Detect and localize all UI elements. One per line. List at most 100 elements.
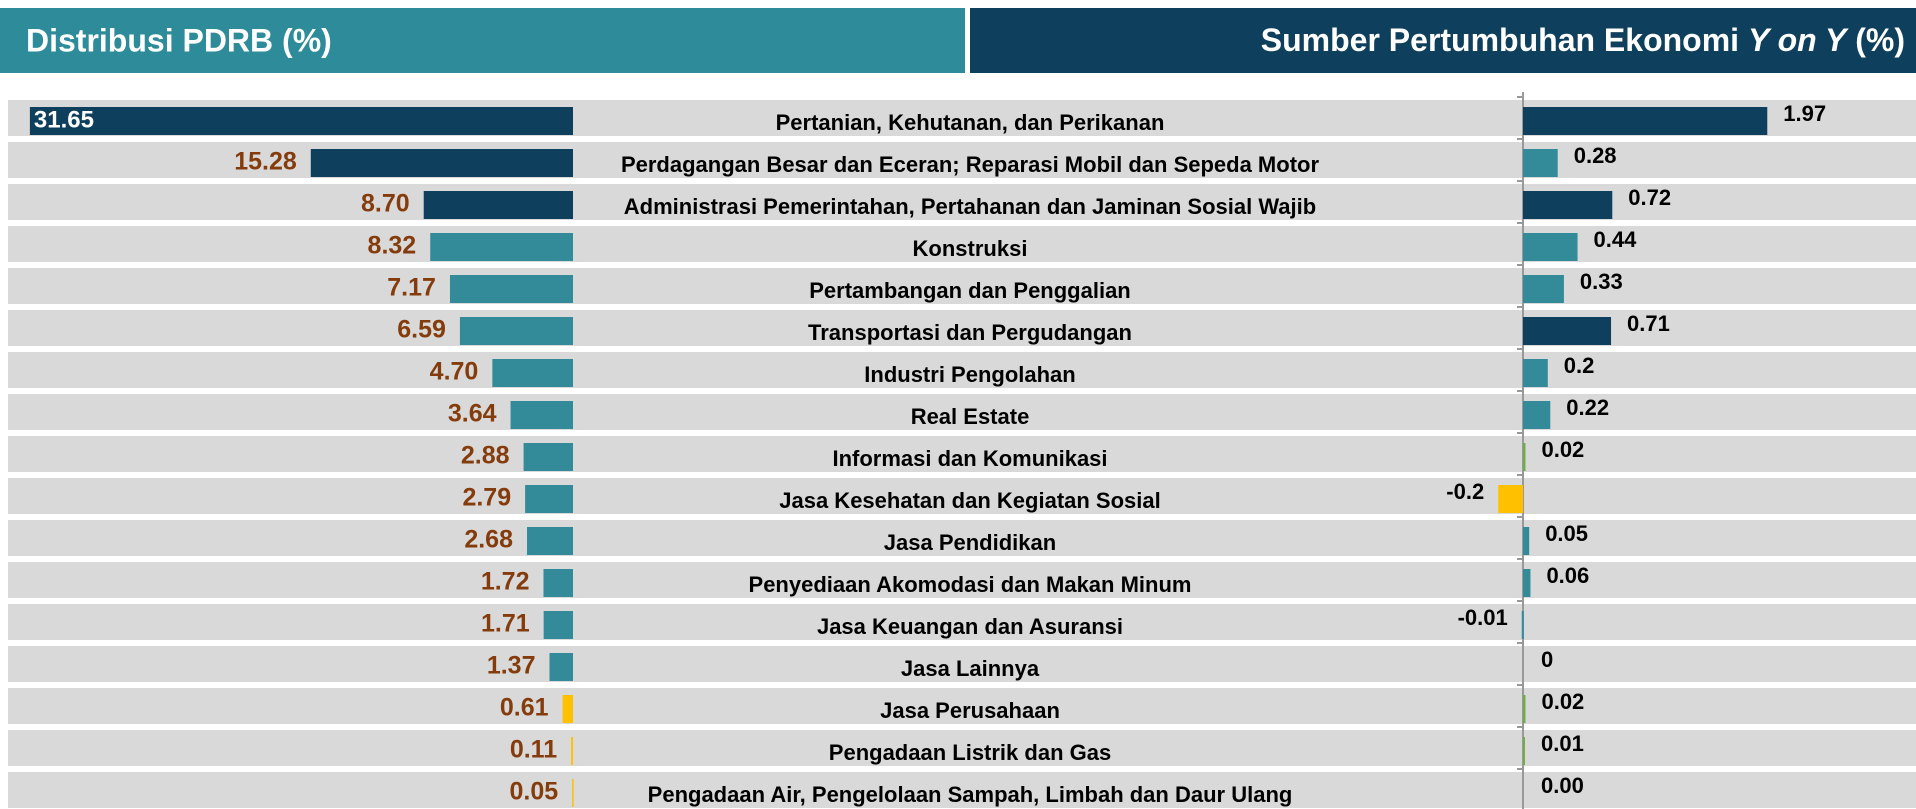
category-label: Pengadaan Listrik dan Gas xyxy=(829,740,1111,765)
right-header xyxy=(970,8,1916,73)
category-label: Informasi dan Komunikasi xyxy=(832,446,1107,471)
bar xyxy=(1523,737,1525,765)
category-label: Jasa Perusahaan xyxy=(880,698,1060,723)
bar xyxy=(430,233,573,261)
row-band xyxy=(8,226,1916,262)
value-label: 0.05 xyxy=(1545,521,1588,546)
category-label: Industri Pengolahan xyxy=(864,362,1075,387)
category-label: Pertanian, Kehutanan, dan Perikanan xyxy=(776,110,1165,135)
value-label: 0.06 xyxy=(1546,563,1589,588)
bar xyxy=(1523,275,1564,303)
row-band xyxy=(8,604,1916,640)
value-label: 0.28 xyxy=(1574,143,1617,168)
bar xyxy=(1523,569,1531,597)
row-band xyxy=(8,352,1916,388)
value-label: 1.37 xyxy=(487,652,536,680)
value-label: 1.72 xyxy=(481,568,530,596)
value-label: 0.22 xyxy=(1566,395,1609,420)
row-band xyxy=(8,268,1916,304)
value-label: 2.79 xyxy=(462,484,511,512)
bar xyxy=(549,653,573,681)
value-label: 0.72 xyxy=(1628,185,1671,210)
row-band xyxy=(8,436,1916,472)
row-band xyxy=(8,478,1916,514)
bar xyxy=(571,737,573,765)
bar xyxy=(1523,317,1612,345)
value-label: 15.28 xyxy=(234,148,297,176)
bar xyxy=(1521,611,1524,639)
value-label: 0.05 xyxy=(509,778,558,806)
category-label: Jasa Lainnya xyxy=(901,656,1040,681)
value-label: 1.71 xyxy=(481,610,530,638)
bar xyxy=(523,443,573,471)
value-label: 0.02 xyxy=(1541,689,1584,714)
value-label: 0.00 xyxy=(1541,773,1584,798)
bar xyxy=(1523,149,1558,177)
bar xyxy=(1523,191,1613,219)
bar xyxy=(492,359,573,387)
bar xyxy=(459,317,573,345)
bar xyxy=(1498,485,1523,513)
bar xyxy=(1523,695,1526,723)
bar xyxy=(543,611,573,639)
left-header xyxy=(0,8,965,73)
row-band xyxy=(8,520,1916,556)
value-label: 2.68 xyxy=(464,526,513,554)
value-label: 0 xyxy=(1541,647,1553,672)
bar xyxy=(1523,107,1768,135)
row-band xyxy=(8,772,1916,808)
row-band xyxy=(8,646,1916,682)
title-part: Sumber Pertumbuhan Ekonomi xyxy=(1261,22,1739,58)
value-label: 2.88 xyxy=(461,442,510,470)
value-label: 8.70 xyxy=(361,190,410,218)
category-label: Konstruksi xyxy=(913,236,1028,261)
row-band xyxy=(8,730,1916,766)
right-title: Sumber Pertumbuhan Ekonomi Y on Y (%) xyxy=(1261,22,1905,58)
value-label: 0.33 xyxy=(1580,269,1623,294)
row-band xyxy=(8,562,1916,598)
value-label: 0.11 xyxy=(510,736,557,764)
category-label: Real Estate xyxy=(911,404,1030,429)
row-band xyxy=(8,394,1916,430)
value-label: 3.64 xyxy=(448,400,497,428)
bar xyxy=(562,695,573,723)
bar xyxy=(1523,359,1548,387)
value-label: 31.65 xyxy=(34,106,94,133)
bar xyxy=(1523,443,1526,471)
value-label: -0.01 xyxy=(1458,605,1508,630)
category-label: Jasa Kesehatan dan Kegiatan Sosial xyxy=(779,488,1161,513)
title-part: Y on Y xyxy=(1748,22,1849,58)
value-label: 0.61 xyxy=(500,694,549,722)
value-label: 0.44 xyxy=(1594,227,1638,252)
category-label: Penyediaan Akomodasi dan Makan Minum xyxy=(749,572,1192,597)
category-label: Pengadaan Air, Pengelolaan Sampah, Limba… xyxy=(648,782,1293,807)
bar xyxy=(423,191,573,219)
bar xyxy=(1523,233,1578,261)
bar xyxy=(1523,527,1530,555)
value-label: 0.71 xyxy=(1627,311,1670,336)
value-label: 0.02 xyxy=(1541,437,1584,462)
bar xyxy=(525,485,573,513)
category-label: Jasa Pendidikan xyxy=(884,530,1056,555)
row-band xyxy=(8,688,1916,724)
value-label: 8.32 xyxy=(368,232,417,260)
bar xyxy=(29,107,574,135)
bar xyxy=(543,569,573,597)
bar xyxy=(449,275,573,303)
bar xyxy=(572,779,574,807)
value-label: -0.2 xyxy=(1446,479,1484,504)
value-label: 0.01 xyxy=(1541,731,1584,756)
bar xyxy=(510,401,573,429)
category-label: Perdagangan Besar dan Eceran; Reparasi M… xyxy=(621,152,1320,177)
value-label: 1.97 xyxy=(1783,101,1826,126)
title-part: (%) xyxy=(1855,22,1905,58)
category-label: Transportasi dan Pergudangan xyxy=(808,320,1132,345)
category-label: Jasa Keuangan dan Asuransi xyxy=(817,614,1123,639)
category-label: Administrasi Pemerintahan, Pertahanan da… xyxy=(624,194,1316,219)
value-label: 0.2 xyxy=(1564,353,1595,378)
value-label: 7.17 xyxy=(387,274,436,302)
value-label: 4.70 xyxy=(430,358,479,386)
value-label: 6.59 xyxy=(397,316,446,344)
bar xyxy=(310,149,573,177)
